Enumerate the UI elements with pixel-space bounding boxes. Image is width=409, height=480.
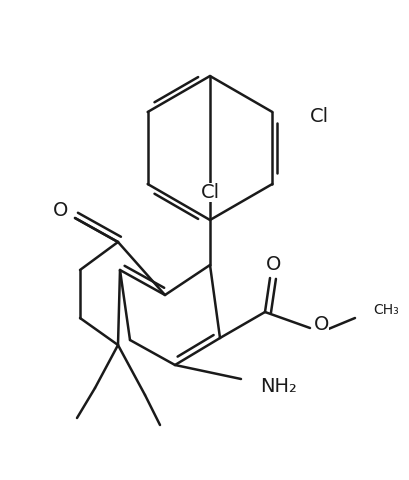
Text: Cl: Cl (310, 108, 330, 127)
Text: O: O (314, 314, 329, 334)
Text: O: O (266, 254, 282, 274)
Text: Cl: Cl (200, 182, 220, 202)
Text: O: O (53, 201, 69, 219)
Text: NH₂: NH₂ (260, 377, 297, 396)
Text: CH₃: CH₃ (373, 303, 399, 317)
